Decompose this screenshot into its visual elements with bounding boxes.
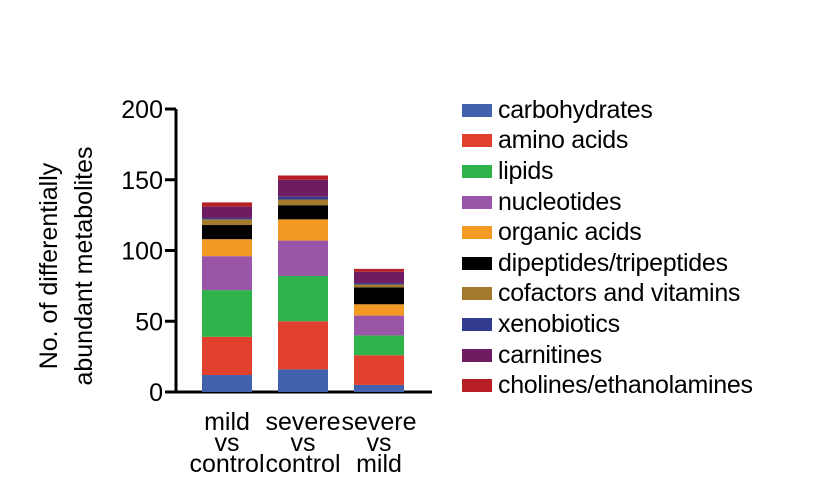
bar-segment <box>202 239 252 257</box>
legend-item: amino acids <box>462 126 753 157</box>
legend-item: xenobiotics <box>462 309 753 340</box>
axes: 0 50 100 150 200 <box>121 96 432 407</box>
legend-swatch <box>462 164 492 178</box>
legend-swatch <box>462 103 492 117</box>
x-tick-label: control <box>265 450 340 478</box>
bar-segment <box>354 355 404 385</box>
legend-label: amino acids <box>498 126 629 155</box>
bar-segment <box>354 304 404 316</box>
y-axis-label-line: No. of differentially <box>35 162 63 369</box>
bar-segment <box>354 287 404 305</box>
legend-label: dipeptides/tripeptides <box>498 248 728 277</box>
bar-segment <box>202 375 252 392</box>
legend-swatch <box>462 379 492 393</box>
legend-item: cofactors and vitamins <box>462 279 753 310</box>
legend-item: organic acids <box>462 217 753 248</box>
x-tick-label: mild <box>356 450 402 478</box>
x-tick-label: vs <box>367 429 392 457</box>
bar-segment <box>278 175 328 180</box>
y-axis-label: No. of differentially abundant metabolite… <box>35 146 98 385</box>
bar-segment <box>278 369 328 392</box>
y-tick-label: 200 <box>121 96 163 124</box>
legend-swatch <box>462 195 492 209</box>
bar-segment <box>278 240 328 276</box>
legend-swatch <box>462 226 492 240</box>
x-tick-label: vs <box>291 429 316 457</box>
legend-label: nucleotides <box>498 187 622 216</box>
bar-segment <box>278 205 328 220</box>
legend-swatch <box>462 317 492 331</box>
bar-segment <box>202 217 252 220</box>
bar-segment <box>354 283 404 285</box>
bar-segment <box>202 202 252 207</box>
legend-item: nucleotides <box>462 187 753 218</box>
bar-segment <box>202 290 252 337</box>
legend-swatch <box>462 134 492 148</box>
x-tick-label: mild <box>204 408 250 436</box>
bar-segment <box>202 225 252 240</box>
bar-segment <box>278 199 328 206</box>
legend-label: carbohydrates <box>498 95 653 124</box>
legend: carbohydrates amino acids lipids nucleotide… <box>462 95 753 401</box>
bars <box>202 175 404 392</box>
y-tick-label: 100 <box>121 238 163 266</box>
y-tick-label: 0 <box>149 379 163 407</box>
bar-segment <box>202 219 252 226</box>
legend-item: carnitines <box>462 340 753 371</box>
legend-item: cholines/ethanolamines <box>462 370 753 401</box>
legend-swatch <box>462 348 492 362</box>
bar-segment <box>278 275 328 322</box>
y-tick-label: 150 <box>121 167 163 195</box>
bar-segment <box>202 336 252 376</box>
bar-segment <box>354 335 404 356</box>
x-tick-label: severe <box>341 408 416 436</box>
bar-segment <box>354 284 404 288</box>
legend-label: carnitines <box>498 340 602 369</box>
bar-segment <box>278 196 328 200</box>
legend-label: cofactors and vitamins <box>498 279 741 308</box>
bar-segment <box>278 179 328 197</box>
legend-label: cholines/ethanolamines <box>498 371 753 400</box>
bar-segment <box>354 315 404 336</box>
bar-segment <box>354 268 404 272</box>
bar-segment <box>278 219 328 241</box>
legend-item: lipids <box>462 156 753 187</box>
bar-segment <box>202 206 252 218</box>
legend-label: organic acids <box>498 218 642 247</box>
x-tick-label: control <box>189 450 264 478</box>
legend-label: xenobiotics <box>498 309 620 338</box>
bar-segment <box>354 271 404 284</box>
x-tick-label: severe <box>265 408 340 436</box>
legend-swatch <box>462 287 492 301</box>
bar-segment <box>202 256 252 291</box>
legend-item: dipeptides/tripeptides <box>462 248 753 279</box>
y-axis-label-line: abundant metabolites <box>70 146 98 385</box>
legend-label: lipids <box>498 156 554 185</box>
bar-segment <box>354 384 404 392</box>
bar-segment <box>278 321 328 370</box>
x-tick-label: vs <box>215 429 240 457</box>
legend-item: carbohydrates <box>462 95 753 126</box>
legend-swatch <box>462 256 492 270</box>
y-tick-label: 50 <box>135 308 163 336</box>
